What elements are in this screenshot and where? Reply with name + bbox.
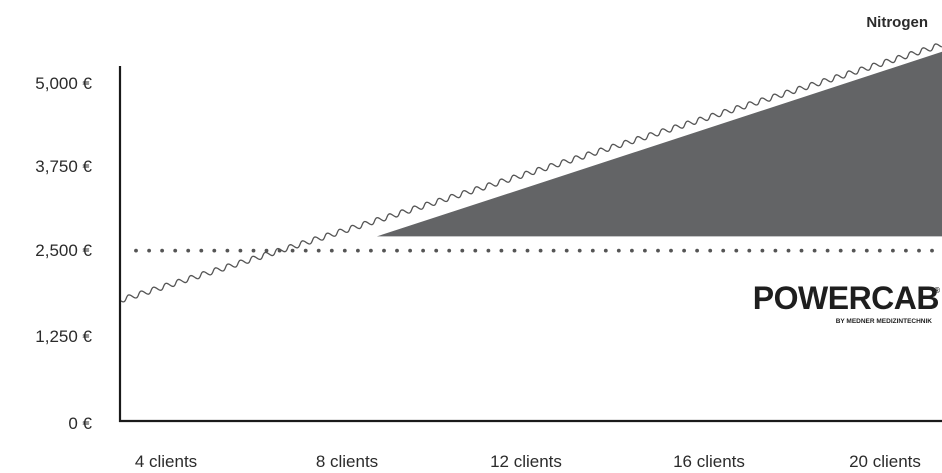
logo-registered-mark: ® — [934, 286, 940, 295]
savings-area-layer — [376, 51, 942, 237]
powercab-line-dot — [199, 248, 204, 253]
powercab-cost-line — [134, 248, 934, 253]
powercab-line-dot — [525, 248, 530, 253]
y-tick-labels: 0 € 1,250 € 2,500 € 3,750 € 5,000 € — [35, 74, 92, 433]
powercab-line-dot — [147, 248, 152, 253]
powercab-line-dot — [616, 248, 621, 253]
powercab-line-dot — [904, 248, 908, 253]
powercab-line-dot — [773, 248, 778, 253]
powercab-line-dot — [251, 248, 256, 253]
x-tick-labels: 4 clients 8 clients 12 clients 16 clients 20… — [135, 452, 921, 471]
powercab-line-dot — [264, 248, 269, 253]
axis-layer — [118, 66, 942, 423]
powercab-line-dot — [643, 248, 647, 253]
powercab-line-dot — [486, 248, 491, 253]
powercab-line-dot — [538, 248, 543, 253]
powercab-line-dot — [499, 248, 504, 253]
x-tick-label: 16 clients — [673, 452, 745, 471]
y-tick-label: 0 € — [68, 414, 92, 433]
powercab-line-dot — [851, 248, 856, 253]
powercab-line-dot — [656, 248, 660, 253]
x-tick-label: 12 clients — [490, 452, 562, 471]
powercab-line-dot — [134, 248, 138, 253]
powercab-line-dot — [669, 248, 673, 253]
powercab-line-dot — [290, 248, 295, 253]
powercab-line-dot — [225, 248, 230, 253]
powercab-line-dot — [747, 248, 752, 253]
powercab-line-dot — [369, 248, 373, 253]
powercab-line-dot — [812, 248, 817, 253]
y-tick-label: 5,000 € — [35, 74, 92, 93]
powercab-line-dot — [186, 248, 191, 253]
powercab-line-dot — [682, 248, 686, 253]
powercab-line-dot — [891, 248, 895, 253]
powercab-line-dot — [708, 248, 713, 253]
x-tick-label: 4 clients — [135, 452, 197, 471]
powercab-line-dot — [864, 248, 869, 253]
powercab-line-dot — [564, 248, 569, 253]
powercab-line-dot — [160, 248, 165, 253]
powercab-line-dot — [577, 248, 582, 253]
powercab-line-dot — [460, 248, 465, 253]
series-layer — [119, 43, 942, 303]
powercab-line-dot — [447, 248, 452, 253]
powercab-line-dot — [721, 248, 726, 253]
y-tick-label: 2,500 € — [35, 241, 92, 260]
powercab-line-dot — [434, 248, 439, 253]
nitrogen-cost-line — [119, 43, 942, 303]
logo-wordmark: POWERCAB — [753, 280, 939, 316]
powercab-line-dot — [173, 248, 178, 253]
powercab-line-dot — [734, 248, 739, 253]
powercab-line-dot — [316, 248, 321, 253]
powercab-line-dot — [799, 248, 804, 253]
powercab-line-dot — [395, 248, 399, 253]
y-tick-label: 3,750 € — [35, 157, 92, 176]
powercab-line-dot — [603, 248, 608, 253]
y-tick-label: 1,250 € — [35, 327, 92, 346]
powercab-line-dot — [408, 248, 412, 253]
powercab-line-dot — [382, 248, 386, 253]
series-label-nitrogen: Nitrogen — [866, 14, 928, 31]
powercab-line-dot — [825, 248, 830, 253]
x-tick-label: 20 clients — [849, 452, 921, 471]
powercab-line-dot — [303, 248, 308, 253]
powercab-line-dot — [277, 248, 282, 253]
powercab-line-dot — [786, 248, 791, 253]
powercab-line-dot — [473, 248, 478, 253]
savings-area — [376, 51, 942, 237]
powercab-line-dot — [329, 248, 334, 253]
powercab-line-dot — [930, 248, 934, 253]
powercab-logo: POWERCAB BY MEDNER MEDIZINTECHNIK ® — [753, 280, 940, 325]
powercab-line-dot — [421, 248, 425, 253]
powercab-line-dot — [238, 248, 243, 253]
powercab-line-dot — [917, 248, 921, 253]
powercab-line-dot — [760, 248, 765, 253]
powercab-line-dot — [838, 248, 843, 253]
powercab-line-dot — [551, 248, 556, 253]
x-tick-label: 8 clients — [316, 452, 378, 471]
logo-subtitle: BY MEDNER MEDIZINTECHNIK — [836, 318, 933, 325]
powercab-line-dot — [877, 248, 882, 253]
powercab-line-dot — [630, 248, 634, 253]
powercab-line-dot — [512, 248, 517, 253]
powercab-line-dot — [356, 248, 360, 253]
powercab-line-dot — [590, 248, 595, 253]
powercab-line-dot — [342, 248, 347, 253]
powercab-line-dot — [212, 248, 217, 253]
powercab-line-dot — [695, 248, 699, 253]
